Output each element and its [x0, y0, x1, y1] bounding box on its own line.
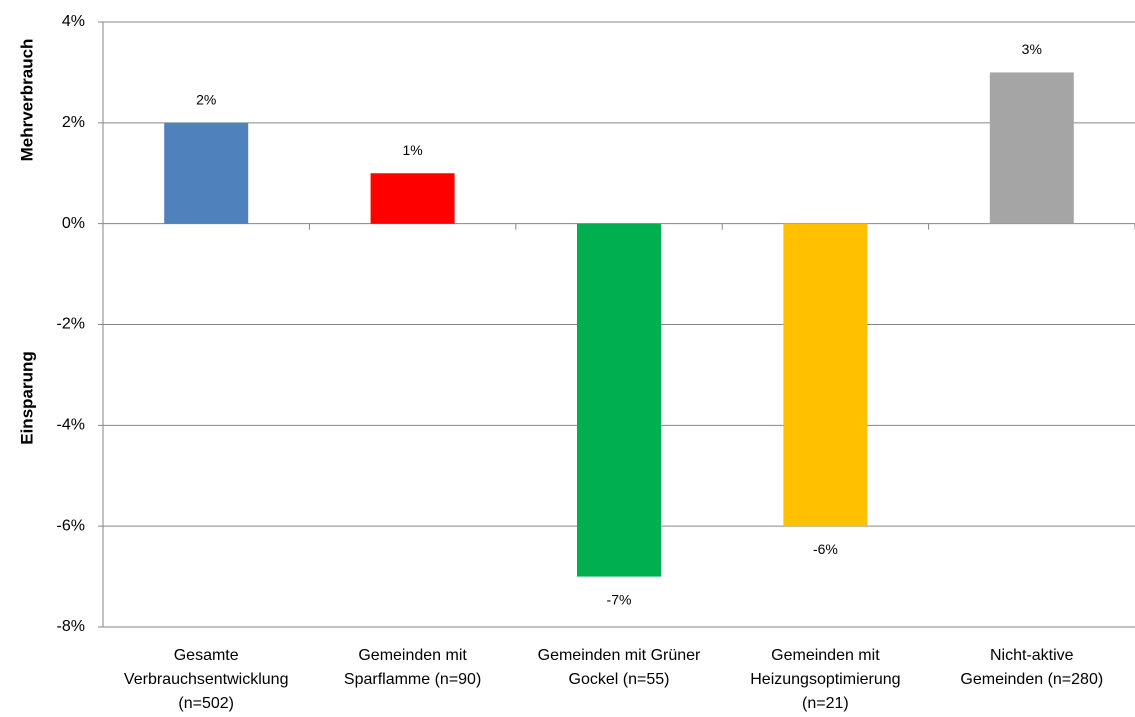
x-tick-label: Gemeinden mit [358, 647, 467, 664]
bar [164, 122, 249, 224]
value-label: -7% [607, 591, 632, 607]
x-tick-label: (n=502) [178, 695, 234, 712]
y-tick-label: -4% [57, 417, 85, 434]
y-axis-label-lower: Einsparung [17, 351, 36, 445]
value-label: 3% [1022, 41, 1042, 57]
value-label: 2% [196, 92, 216, 108]
y-tick-label: 4% [62, 13, 85, 30]
y-axis-label-upper: Mehrverbrauch [17, 39, 36, 162]
x-tick-label: Gemeinden (n=280) [960, 671, 1103, 688]
x-tick-label: Gockel (n=55) [569, 671, 670, 688]
y-tick-label: 0% [62, 215, 85, 232]
bar [783, 223, 868, 527]
x-tick-label: Gesamte [174, 647, 239, 664]
x-tick-label: Sparflamme (n=90) [344, 671, 481, 688]
x-tick-label: Gemeinden mit Grüner [538, 647, 701, 664]
bar [989, 72, 1074, 224]
bar [577, 223, 661, 577]
x-tick-label: Gemeinden mit [771, 647, 880, 664]
value-label: 1% [402, 142, 422, 158]
x-tick-label: Heizungsoptimierung [750, 671, 900, 688]
y-tick-label: -2% [57, 316, 85, 333]
y-tick-label: -8% [57, 618, 85, 635]
x-tick-label: Nicht-aktive [990, 647, 1074, 664]
bar [370, 173, 455, 224]
y-tick-label: 2% [62, 114, 85, 131]
x-tick-label: Verbrauchsentwicklung [124, 671, 289, 688]
x-tick-label: (n=21) [802, 695, 849, 712]
value-label: -6% [813, 541, 838, 557]
y-tick-label: -6% [57, 517, 85, 534]
